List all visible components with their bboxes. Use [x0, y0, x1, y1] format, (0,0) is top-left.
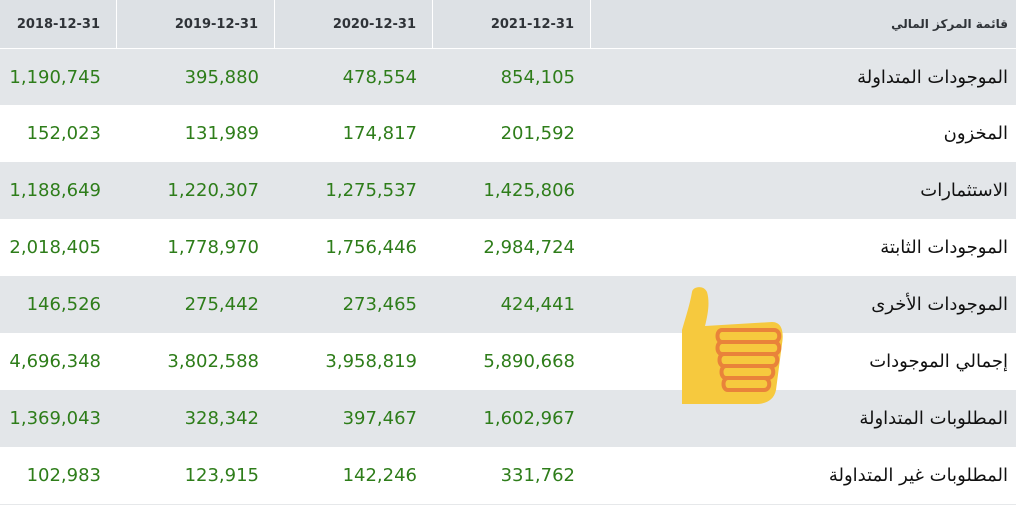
value-cell: 1,190,745 [9, 66, 101, 88]
value-cell: 4,696,348 [9, 351, 101, 372]
value-cell: 146,526 [26, 294, 101, 315]
table-row: 2,018,405 1,778,970 1,756,446 2,984,724 … [0, 219, 1016, 277]
row-label: الموجودات الثابتة [880, 237, 1008, 258]
value-cell: 152,023 [26, 123, 101, 144]
table-row: 1,188,649 1,220,307 1,275,537 1,425,806 … [0, 162, 1016, 219]
row-label: الموجودات الأخرى [871, 294, 1008, 315]
value-cell: 102,983 [26, 465, 101, 486]
table-row: 146,526 275,442 273,465 424,441 الموجودا… [0, 276, 1016, 333]
value-cell: 1,756,446 [325, 237, 417, 258]
value-cell: 174,817 [342, 123, 417, 144]
row-label: الموجودات المتداولة [857, 66, 1008, 88]
value-cell: 1,275,537 [325, 180, 417, 201]
value-cell: 201,592 [500, 123, 575, 144]
value-cell: 328,342 [184, 408, 259, 429]
table-header: 2018-12-31 2019-12-31 2020-12-31 2021-12… [0, 0, 1016, 48]
value-cell: 123,915 [184, 465, 259, 486]
value-cell: 142,246 [342, 465, 417, 486]
value-cell: 275,442 [184, 294, 259, 315]
row-label: الاستثمارات [920, 180, 1008, 201]
thumbs-up-icon [682, 287, 783, 404]
table-row: 152,023 131,989 174,817 201,592 المخزون [0, 105, 1016, 163]
value-cell: 1,220,307 [167, 180, 259, 201]
value-cell: 2,984,724 [483, 237, 575, 258]
value-cell: 478,554 [342, 66, 417, 88]
value-cell: 1,425,806 [483, 180, 575, 201]
row-label: المطلوبات غير المتداولة [828, 465, 1008, 486]
value-cell: 131,989 [184, 123, 259, 144]
table-row: 102,983 123,915 142,246 331,762 المطلوبا… [0, 447, 1016, 505]
value-cell: 1,188,649 [9, 180, 101, 201]
value-cell: 1,369,043 [9, 408, 101, 429]
value-cell: 424,441 [500, 294, 575, 315]
table-row: 4,696,348 3,802,588 3,958,819 5,890,668 … [0, 333, 1016, 391]
row-label: المخزون [943, 123, 1008, 144]
year-header-2020[interactable]: 2020-12-31 [275, 0, 433, 48]
year-header-2019[interactable]: 2019-12-31 [117, 0, 275, 48]
row-label: المطلوبات المتداولة [859, 408, 1008, 429]
value-cell: 1,778,970 [167, 237, 259, 258]
value-cell: 2,018,405 [9, 237, 101, 258]
value-cell: 395,880 [184, 66, 259, 88]
statement-title: قائمة المركز المالي [891, 17, 1008, 31]
value-cell: 331,762 [500, 465, 575, 486]
value-cell: 1,602,967 [483, 408, 575, 429]
table-row: 1,369,043 328,342 397,467 1,602,967 المط… [0, 390, 1016, 447]
year-header-2021[interactable]: 2021-12-31 [433, 0, 591, 48]
value-cell: 397,467 [342, 408, 417, 429]
year-header-2018[interactable]: 2018-12-31 [0, 0, 117, 48]
table-row: 1,190,745 395,880 478,554 854,105 الموجو… [0, 49, 1016, 105]
value-cell: 3,802,588 [167, 351, 259, 372]
value-cell: 3,958,819 [325, 351, 417, 372]
value-cell: 273,465 [342, 294, 417, 315]
value-cell: 5,890,668 [483, 351, 575, 372]
row-label: إجمالي الموجودات [869, 351, 1008, 372]
value-cell: 854,105 [500, 66, 575, 88]
